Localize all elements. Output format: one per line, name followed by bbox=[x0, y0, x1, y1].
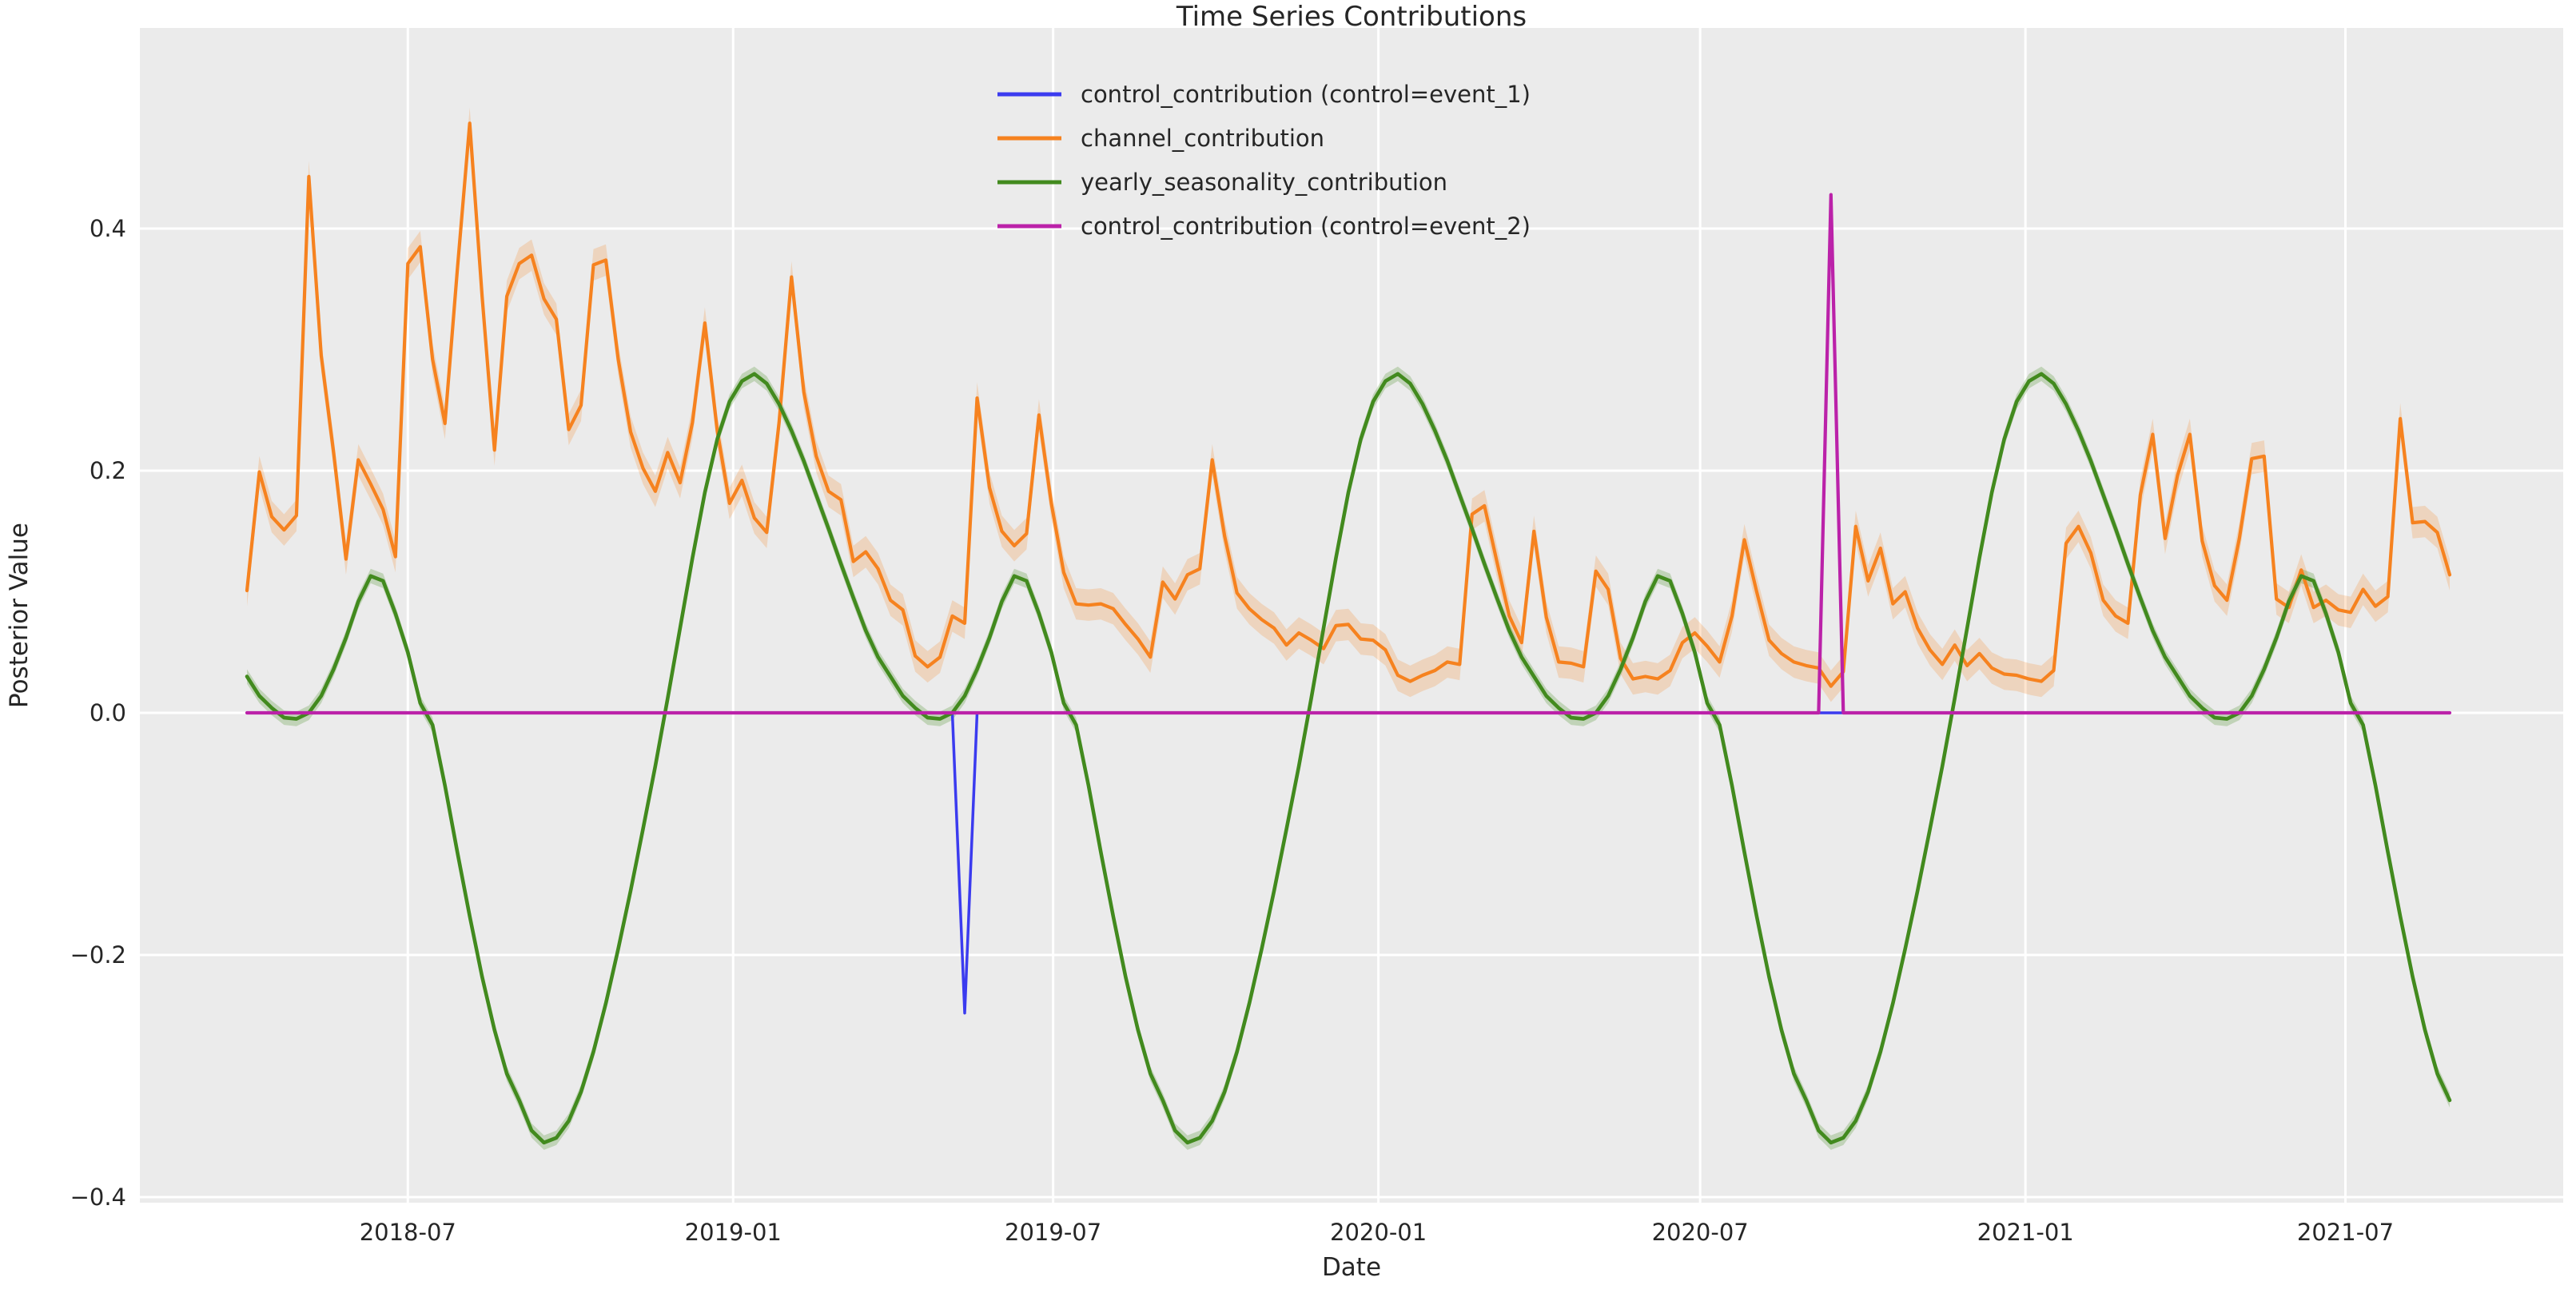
line-series-3 bbox=[245, 193, 2452, 715]
chart-title: Time Series Contributions bbox=[1176, 1, 1527, 33]
x-tick-label: 2020-01 bbox=[1330, 1219, 1427, 1246]
y-tick-label: 0.2 bbox=[90, 457, 126, 484]
legend-item: channel_contribution bbox=[997, 125, 1324, 152]
legend-label: channel_contribution bbox=[1081, 125, 1324, 152]
y-axis-ticks: 0.4 0.2 0.0 −0.2 −0.4 bbox=[70, 215, 126, 1211]
y-tick-label: −0.4 bbox=[70, 1184, 126, 1211]
x-tick-label: 2019-07 bbox=[1005, 1219, 1101, 1246]
plot-area bbox=[140, 28, 2563, 1203]
legend-label: control_contribution (control=event_2) bbox=[1081, 213, 1531, 240]
y-tick-label: −0.2 bbox=[70, 941, 126, 969]
legend-item: control_contribution (control=event_2) bbox=[997, 213, 1531, 240]
legend-label: control_contribution (control=event_1) bbox=[1081, 81, 1531, 108]
x-tick-label: 2019-01 bbox=[685, 1219, 782, 1246]
x-axis-ticks: 2018-07 2019-01 2019-07 2020-01 2020-07 2021-… bbox=[360, 1219, 2394, 1246]
series-lines bbox=[245, 121, 2452, 1145]
line-series-2 bbox=[245, 372, 2452, 1145]
line-series-1 bbox=[245, 121, 2452, 688]
x-tick-label: 2021-01 bbox=[1977, 1219, 2074, 1246]
x-axis-label: Date bbox=[1322, 1253, 1381, 1282]
y-tick-label: 0.4 bbox=[90, 215, 126, 242]
legend-label: yearly_seasonality_contribution bbox=[1081, 169, 1447, 196]
x-tick-label: 2021-07 bbox=[2297, 1219, 2394, 1246]
legend-item: control_contribution (control=event_1) bbox=[997, 81, 1531, 108]
y-tick-label: 0.0 bbox=[90, 699, 126, 726]
legend-item: yearly_seasonality_contribution bbox=[997, 169, 1447, 196]
legend: control_contribution (control=event_1)ch… bbox=[997, 81, 1531, 240]
y-axis-label: Posterior Value bbox=[5, 523, 34, 708]
x-tick-label: 2020-07 bbox=[1652, 1219, 1749, 1246]
x-tick-label: 2018-07 bbox=[360, 1219, 456, 1246]
